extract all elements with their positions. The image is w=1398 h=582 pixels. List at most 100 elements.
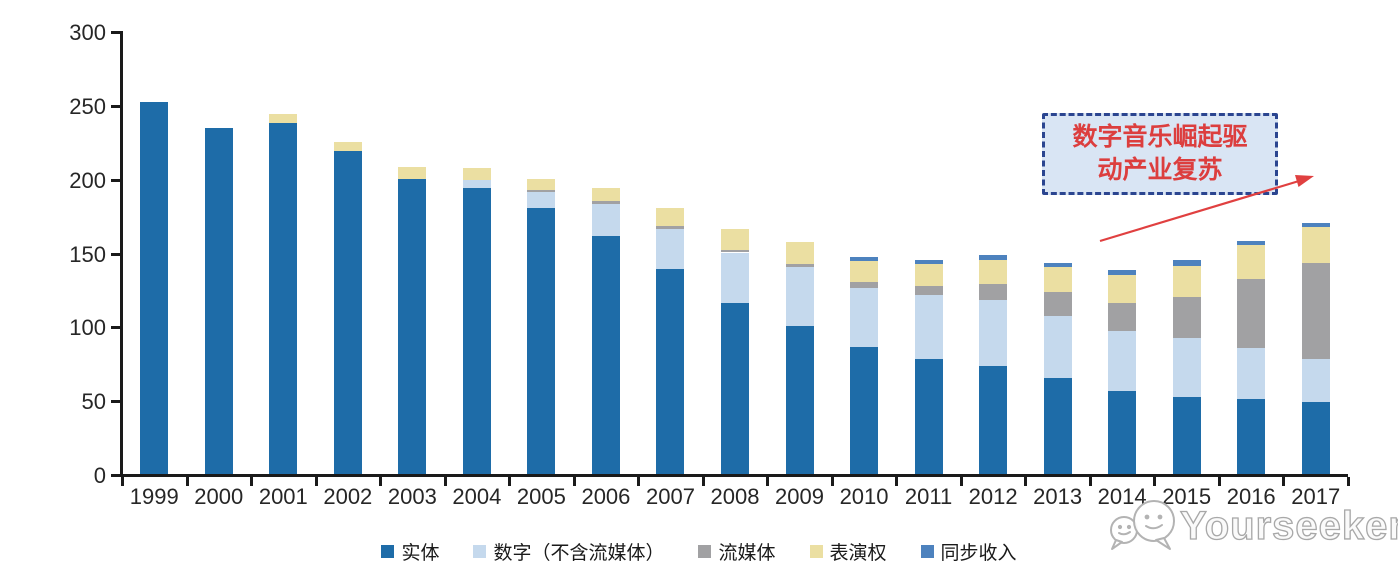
- bar-segment-2001: [269, 122, 298, 474]
- y-axis-label: 0: [93, 463, 106, 488]
- x-axis-tick: [1282, 477, 1286, 486]
- x-axis-tick: [895, 477, 899, 486]
- x-axis-tick: [1347, 477, 1350, 486]
- x-axis-tick: [1088, 477, 1092, 486]
- x-axis-line: [122, 474, 1348, 477]
- bar-segment-2012: [979, 255, 1008, 260]
- bar-segment-2013: [1043, 378, 1072, 474]
- legend-swatch-icon: [381, 544, 395, 558]
- bar-segment-2010: [850, 282, 879, 288]
- bar-segment-2006: [591, 236, 620, 474]
- x-axis-label: 2003: [387, 484, 437, 509]
- bar-segment-2005: [527, 208, 556, 474]
- x-axis-label: 2002: [323, 484, 373, 509]
- x-axis-tick: [1024, 477, 1028, 486]
- bar-segment-2015: [1172, 259, 1201, 266]
- legend-swatch-icon: [698, 544, 712, 558]
- bar-segment-2015: [1172, 296, 1201, 339]
- bar-segment-2007: [656, 228, 685, 269]
- x-axis-tick: [379, 477, 383, 486]
- bar-segment-2008: [721, 249, 749, 253]
- bar-segment-2012: [979, 283, 1008, 300]
- y-axis-label: 300: [69, 20, 106, 45]
- y-axis-label: 100: [69, 315, 106, 341]
- bar-segment-2005: [527, 178, 556, 191]
- bar-segment-2017: [1301, 358, 1330, 402]
- x-axis-tick: [959, 477, 963, 486]
- bar-segment-2010: [850, 347, 879, 474]
- bar-segment-2013: [1043, 315, 1072, 378]
- bar-segment-2009: [785, 267, 814, 327]
- legend-item: 数字（不含流媒体）: [473, 538, 664, 565]
- bar-segment-2006: [591, 187, 620, 201]
- bar-segment-2016: [1237, 398, 1266, 474]
- bar-segment-2013: [1043, 292, 1072, 316]
- bar-segment-2009: [785, 264, 814, 268]
- y-axis-label: 250: [69, 93, 106, 119]
- x-axis-tick: [121, 477, 124, 486]
- y-axis-label: 50: [81, 389, 106, 415]
- x-axis-label: 2012: [968, 484, 1018, 509]
- bar-segment-2004: [462, 187, 491, 474]
- bar-segment-2005: [527, 190, 556, 192]
- bar-segment-2006: [591, 200, 620, 204]
- bar-segment-2009: [785, 242, 814, 265]
- bar-segment-2011: [914, 286, 943, 296]
- bar-segment-2001: [269, 113, 298, 123]
- x-axis-tick: [637, 477, 641, 486]
- bar-segment-2017: [1301, 262, 1330, 359]
- legend-swatch-icon: [473, 544, 487, 558]
- annotation-callout-box: 数字音乐崛起驱 动产业复苏: [1042, 113, 1278, 195]
- bar-segment-2014: [1108, 330, 1137, 392]
- x-axis-label: 2001: [258, 484, 308, 509]
- x-axis-label: 2013: [1033, 484, 1083, 509]
- x-axis-label: 2007: [645, 484, 695, 509]
- bar-segment-2014: [1108, 274, 1137, 303]
- bar-segment-2010: [850, 256, 879, 262]
- bar-segment-2007: [656, 268, 685, 474]
- bar-segment-2008: [721, 228, 749, 250]
- bar-segment-2015: [1172, 265, 1201, 297]
- x-axis-tick: [572, 477, 576, 486]
- bar-segment-2016: [1237, 245, 1266, 280]
- x-axis-tick: [701, 477, 705, 486]
- bar-segment-2012: [979, 259, 1008, 284]
- legend-swatch-icon: [809, 544, 823, 558]
- bar-segment-2010: [850, 287, 879, 347]
- legend-label: 同步收入: [940, 542, 1017, 564]
- x-axis-tick: [1217, 477, 1221, 486]
- y-axis-tick: [111, 178, 120, 182]
- y-axis-label: 150: [69, 241, 106, 267]
- bar-segment-1999: [140, 101, 169, 474]
- y-axis-label: 200: [69, 167, 106, 193]
- bar-segment-2011: [914, 264, 943, 287]
- bar-segment-2014: [1108, 302, 1137, 331]
- bar-segment-2012: [979, 299, 1008, 367]
- bar-segment-2011: [914, 295, 943, 359]
- bar-segment-2014: [1108, 270, 1137, 275]
- bar-segment-2011: [914, 358, 943, 474]
- bar-segment-2008: [721, 302, 749, 474]
- y-axis-tick: [111, 326, 120, 330]
- bar-segment-2004: [462, 180, 491, 188]
- legend-item: 流媒体: [698, 538, 776, 565]
- x-axis-tick: [185, 477, 189, 486]
- x-axis-label: 2005: [516, 484, 566, 509]
- bar-segment-2014: [1108, 391, 1137, 474]
- x-axis-tick: [314, 477, 318, 486]
- bar-segment-2015: [1172, 397, 1201, 474]
- x-axis-label: 2010: [839, 484, 889, 509]
- y-axis-tick: [111, 31, 120, 34]
- bar-segment-2011: [914, 259, 943, 265]
- x-axis-label: 2016: [1226, 484, 1276, 509]
- x-axis-label: 2006: [581, 484, 631, 509]
- bar-segment-2009: [785, 326, 814, 474]
- y-axis-tick: [111, 400, 120, 404]
- x-axis-label: 2014: [1097, 484, 1147, 509]
- bar-segment-2007: [656, 225, 685, 229]
- x-axis-label: 1999: [129, 484, 179, 509]
- bar-segment-2002: [333, 141, 362, 151]
- bar-segment-2005: [527, 191, 556, 209]
- legend-label: 流媒体: [718, 542, 776, 564]
